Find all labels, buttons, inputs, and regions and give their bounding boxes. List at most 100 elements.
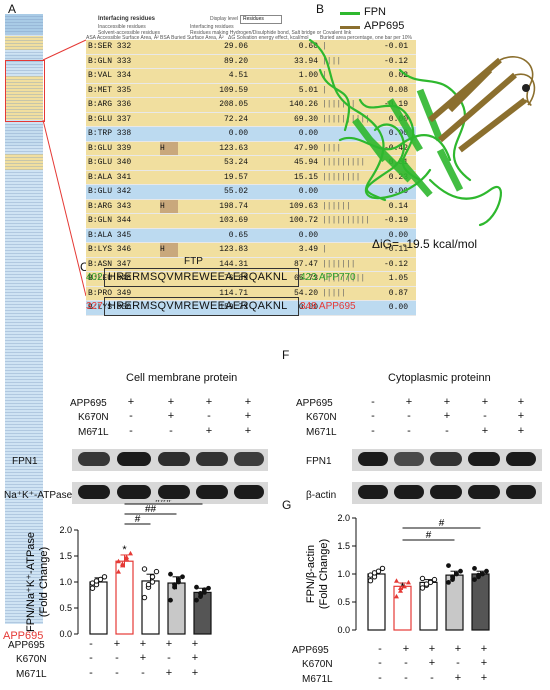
seq2-box: HRERMSQVMREWEEAERQAKNL: [104, 297, 299, 316]
sign-cell: -: [129, 410, 133, 422]
y-tick-label: 1.0: [59, 577, 72, 587]
bar: [471, 573, 490, 631]
sign-cell: -: [115, 652, 119, 664]
e-row-m671l: M671L: [16, 669, 47, 680]
sign-cell: +: [244, 410, 252, 422]
sign-cell: +: [480, 672, 488, 684]
legend-3: Interfacing residues: [190, 24, 234, 30]
sign-cell: -: [430, 672, 434, 684]
zoom-box: [5, 60, 45, 122]
data-point: [472, 566, 477, 571]
sign-cell: -: [456, 657, 460, 669]
data-point: [431, 576, 438, 583]
data-point: [116, 558, 121, 564]
seq1-start: 402: [86, 272, 103, 283]
bar: [167, 582, 186, 635]
data-point: [379, 565, 386, 572]
ftp-title: FTP: [184, 256, 203, 267]
panel-f-title: Cytoplasmic proteinn: [388, 372, 491, 384]
data-point: [446, 580, 451, 585]
data-point: [476, 572, 481, 578]
sign-cell: +: [405, 396, 413, 408]
panel-label-f: F: [282, 348, 290, 362]
sign-cell: +: [402, 643, 410, 655]
data-point: [406, 579, 411, 585]
sign-cell: +: [428, 657, 436, 669]
sign-cell: +: [481, 396, 489, 408]
legend-fpn-swatch: [340, 12, 360, 15]
table-row: B:VAL 334 4.51 1.00 | 0.02: [86, 69, 416, 84]
data-point: [120, 562, 125, 568]
sign-cell: -: [404, 672, 408, 684]
table-row: B:GLU 342 55.02 0.00 0.00: [86, 185, 416, 200]
table-row: B:GLN 344 103.69 100.72 |||||||||| -0.19: [86, 214, 416, 229]
sign-cell: -: [129, 425, 133, 437]
sign-cell: +: [480, 657, 488, 669]
blot-label-fpn1-f: FPN1: [306, 456, 332, 467]
sign-cell: -: [483, 410, 487, 422]
blot-fpn1-f: [352, 449, 542, 471]
blot-atpase: [72, 482, 268, 504]
data-point: [458, 568, 463, 574]
y-tick-label: 0.5: [59, 603, 72, 613]
data-point: [484, 568, 489, 574]
data-point: [394, 593, 399, 599]
y-tick-label: 1.5: [337, 541, 350, 551]
blot-label-actin: β-actin: [306, 490, 337, 501]
legend-fpn-label: FPN: [364, 6, 386, 18]
sig-label: ###: [155, 500, 172, 505]
g-row-k670n: K670N: [302, 659, 333, 670]
data-point: [472, 577, 477, 582]
sign-cell: +: [244, 425, 252, 437]
y-axis-label: (Fold Change): [38, 547, 50, 617]
sign-cell: -: [378, 657, 382, 669]
y-axis-label: (Fold Change): [318, 539, 330, 609]
data-point: [423, 581, 430, 587]
sign-cell: -: [167, 652, 171, 664]
legend-app-label: APP695: [364, 20, 405, 32]
sign-cell: +: [139, 638, 147, 650]
data-point: [419, 585, 426, 591]
blot-label-fpn1: FPN1: [12, 456, 38, 467]
data-point: [480, 571, 485, 577]
data-point: [367, 578, 374, 584]
sign-cell: -: [115, 667, 119, 679]
sign-cell: -: [91, 425, 95, 437]
sign-cell: -: [378, 672, 382, 684]
display-level-select[interactable]: Residues: [240, 15, 282, 24]
legend-4: Residues making Hydrogen/Disulphide bond…: [190, 30, 352, 36]
sign-cell: +: [517, 396, 525, 408]
row-label-app695: APP695: [70, 398, 107, 409]
sign-cell: -: [371, 410, 375, 422]
e-row-k670n: K670N: [16, 654, 47, 665]
data-point: [149, 574, 156, 580]
sign-cell: +: [428, 643, 436, 655]
sign-cell: +: [454, 672, 462, 684]
sign-cell: +: [165, 638, 173, 650]
data-point: [93, 578, 100, 584]
y-tick-label: 0.0: [337, 625, 350, 635]
sign-cell: +: [165, 667, 173, 679]
data-point: [168, 597, 173, 603]
data-point: [141, 594, 148, 601]
sig-star: *: [400, 581, 405, 593]
interface-header: Interfacing residues: [98, 16, 156, 22]
sign-cell: -: [141, 667, 145, 679]
sign-cell: +: [167, 396, 175, 408]
data-point: [371, 570, 378, 576]
sign-cell: +: [139, 652, 147, 664]
data-point: [89, 585, 96, 591]
data-point: [454, 571, 459, 577]
sig-label: #: [135, 514, 141, 525]
e-row-app695: APP695: [8, 640, 45, 651]
data-point: [124, 554, 129, 560]
sign-cell: +: [205, 396, 213, 408]
data-point: [367, 572, 374, 578]
row-label-m671l-f: M671L: [306, 427, 337, 438]
sign-cell: +: [191, 667, 199, 679]
sign-cell: -: [91, 396, 95, 408]
data-point: [450, 574, 455, 580]
table-row: B:ALA 341 19.57 15.15 |||||||| 0.23: [86, 170, 416, 185]
sign-cell: -: [445, 425, 449, 437]
sign-cell: -: [89, 667, 93, 679]
